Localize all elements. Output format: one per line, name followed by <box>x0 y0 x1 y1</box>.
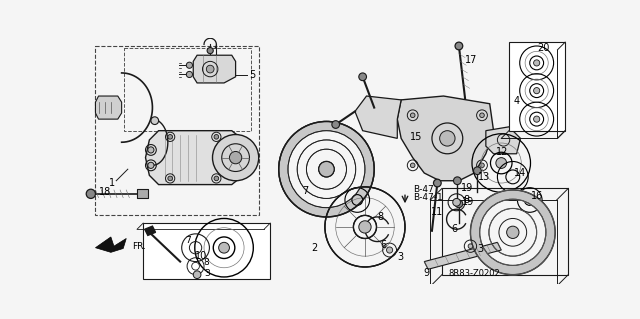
Circle shape <box>230 152 242 164</box>
Circle shape <box>148 162 154 168</box>
Text: 9: 9 <box>424 268 429 278</box>
Circle shape <box>207 48 213 54</box>
Polygon shape <box>424 242 501 269</box>
Text: 11: 11 <box>431 206 444 217</box>
Circle shape <box>534 116 540 122</box>
Text: 8: 8 <box>378 212 383 222</box>
Circle shape <box>359 73 367 81</box>
Circle shape <box>507 226 519 239</box>
Text: 6: 6 <box>451 224 458 234</box>
Circle shape <box>496 158 507 168</box>
Circle shape <box>193 271 201 278</box>
Circle shape <box>534 60 540 66</box>
Text: 8: 8 <box>463 195 470 205</box>
Text: 7: 7 <box>185 235 191 245</box>
Circle shape <box>186 71 193 78</box>
Text: 19: 19 <box>460 183 473 193</box>
Text: 6: 6 <box>380 240 387 250</box>
Circle shape <box>474 167 481 174</box>
Circle shape <box>148 147 154 153</box>
Text: 16: 16 <box>531 191 543 201</box>
Circle shape <box>214 176 219 181</box>
Text: 12: 12 <box>496 147 508 157</box>
Text: 8: 8 <box>204 258 209 267</box>
Circle shape <box>455 42 463 50</box>
Text: 8R83-Z0202: 8R83-Z0202 <box>449 269 500 278</box>
Text: 3: 3 <box>477 244 484 254</box>
Circle shape <box>468 244 473 249</box>
Text: 15: 15 <box>410 132 423 142</box>
Text: FR.: FR. <box>132 242 145 251</box>
Text: 10: 10 <box>195 251 207 261</box>
Circle shape <box>480 163 484 168</box>
Text: 17: 17 <box>465 55 477 65</box>
Text: 3: 3 <box>397 252 403 262</box>
Circle shape <box>319 161 334 177</box>
Bar <box>143 223 270 278</box>
Polygon shape <box>95 96 122 119</box>
Text: 7: 7 <box>302 186 308 196</box>
Circle shape <box>410 163 415 168</box>
Polygon shape <box>95 237 126 252</box>
Text: 4: 4 <box>513 96 520 107</box>
Circle shape <box>440 131 455 146</box>
Text: 3: 3 <box>204 269 210 278</box>
Circle shape <box>206 65 214 73</box>
Text: 2: 2 <box>311 243 317 253</box>
Circle shape <box>452 198 460 206</box>
Circle shape <box>86 189 95 198</box>
Text: 14: 14 <box>515 168 527 178</box>
Bar <box>509 42 565 131</box>
Polygon shape <box>145 226 156 235</box>
Circle shape <box>410 113 415 118</box>
Circle shape <box>151 117 159 124</box>
Bar <box>95 46 259 215</box>
Text: 5: 5 <box>250 70 255 80</box>
Circle shape <box>186 62 193 68</box>
Circle shape <box>480 113 484 118</box>
Text: B-47-1: B-47-1 <box>413 193 442 202</box>
Text: 19: 19 <box>462 197 474 206</box>
Circle shape <box>454 177 461 185</box>
Polygon shape <box>355 96 401 138</box>
Circle shape <box>168 176 172 181</box>
Circle shape <box>455 200 463 208</box>
Circle shape <box>332 121 340 128</box>
Circle shape <box>214 135 219 139</box>
Polygon shape <box>486 127 520 154</box>
Circle shape <box>359 221 371 233</box>
Circle shape <box>212 135 259 181</box>
Text: 18: 18 <box>99 187 111 197</box>
Circle shape <box>534 87 540 94</box>
Text: 1: 1 <box>109 178 115 188</box>
Bar <box>442 189 568 275</box>
Circle shape <box>433 179 441 187</box>
Polygon shape <box>145 131 247 185</box>
Polygon shape <box>193 55 236 83</box>
Text: 13: 13 <box>478 172 490 182</box>
Polygon shape <box>397 96 493 181</box>
Bar <box>137 189 148 198</box>
Text: B-47: B-47 <box>413 185 433 195</box>
Text: 20: 20 <box>538 42 550 53</box>
Circle shape <box>168 135 172 139</box>
Circle shape <box>219 242 230 253</box>
Bar <box>124 48 251 131</box>
Circle shape <box>387 247 393 253</box>
